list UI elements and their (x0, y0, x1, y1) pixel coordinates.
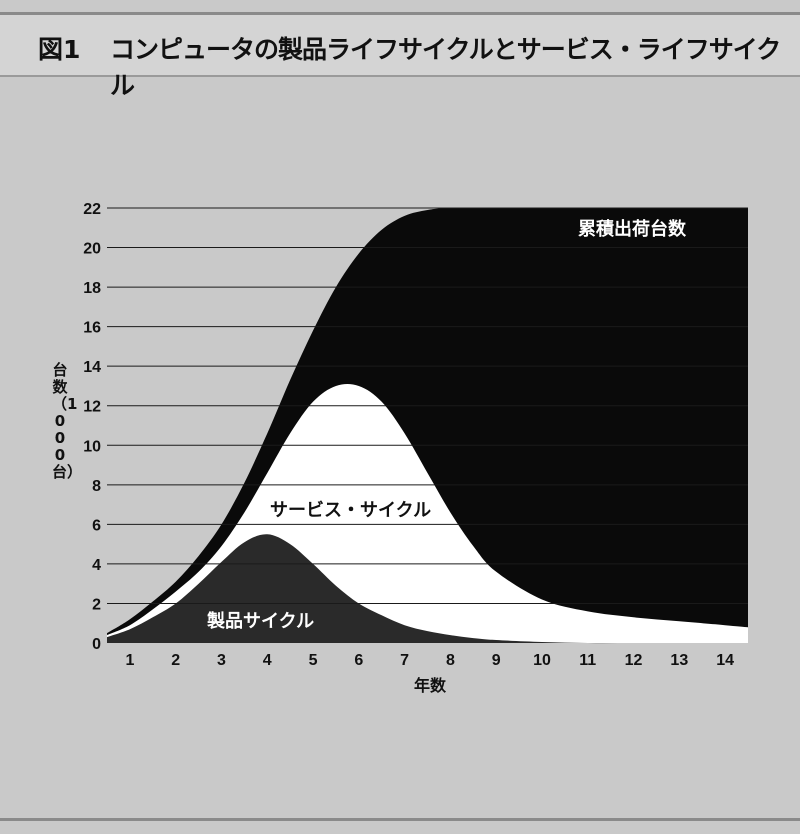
y-tick-label: 8 (92, 478, 101, 495)
x-tick-label: 11 (579, 652, 596, 669)
y-tick-label: 22 (83, 201, 101, 218)
y-axis-label: 台数（1000台） (52, 361, 83, 481)
product-cycle-area (107, 534, 748, 644)
y-axis-ticks: 0 2 4 6 8 10 12 14 16 18 20 22 (83, 201, 101, 653)
x-tick-label: 3 (217, 652, 226, 669)
top-rule (0, 12, 800, 15)
y-tick-label: 18 (83, 280, 101, 297)
figure-title: コンピュータの製品ライフサイクルとサービス・ライフサイクル (110, 35, 781, 100)
y-tick-label: 10 (83, 438, 101, 455)
cumulative-label: 累積出荷台数 (578, 218, 687, 240)
x-tick-label: 13 (670, 652, 688, 669)
x-tick-label: 7 (400, 652, 409, 669)
y-tick-label: 2 (92, 596, 101, 613)
x-tick-label: 12 (625, 652, 643, 669)
y-tick-label: 20 (83, 241, 101, 258)
area-fills (107, 207, 748, 644)
header-rule (0, 75, 800, 77)
y-tick-label: 16 (83, 320, 101, 337)
product-cycle-label: 製品サイクル (206, 611, 314, 632)
y-tick-label: 0 (92, 636, 101, 653)
gridlines (107, 207, 748, 604)
x-tick-label: 6 (354, 652, 363, 669)
x-tick-label: 14 (716, 652, 734, 669)
x-tick-label: 8 (446, 652, 455, 669)
x-tick-label: 5 (309, 652, 318, 669)
figure-label: 図1 (38, 35, 81, 64)
x-axis-ticks: 1 2 3 4 5 6 7 8 9 10 11 12 13 14 (125, 652, 734, 669)
y-tick-label: 12 (83, 399, 101, 416)
x-axis-label: 年数 (414, 676, 447, 695)
y-tick-label: 4 (92, 557, 101, 574)
bottom-rule (0, 818, 800, 821)
x-tick-label: 10 (533, 652, 551, 669)
x-tick-label: 9 (492, 652, 501, 669)
y-tick-label: 14 (83, 359, 101, 376)
y-tick-label: 6 (92, 517, 101, 534)
figure-header (0, 15, 800, 75)
x-tick-label: 1 (125, 652, 134, 669)
service-cycle-label: サービス・サイクル (270, 500, 431, 521)
x-tick-label: 2 (171, 652, 180, 669)
x-tick-label: 4 (263, 652, 272, 669)
